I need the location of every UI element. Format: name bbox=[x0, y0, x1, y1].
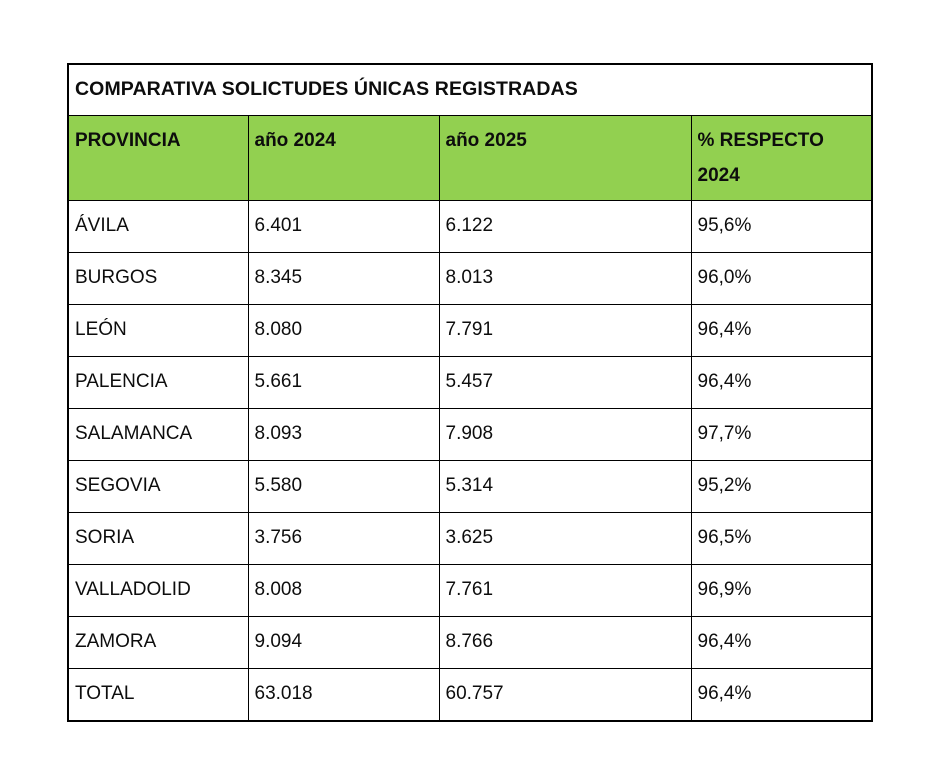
cell-provincia: SALAMANCA bbox=[67, 408, 249, 461]
cell-provincia: SORIA bbox=[67, 512, 249, 565]
cell-pct: 95,2% bbox=[690, 460, 873, 513]
comparativa-table: COMPARATIVA SOLICTUDES ÚNICAS REGISTRADA… bbox=[67, 63, 873, 722]
cell-pct: 96,4% bbox=[690, 304, 873, 357]
table-row-leon: LEÓN 8.080 7.791 96,4% bbox=[67, 304, 873, 357]
table-row-zamora: ZAMORA 9.094 8.766 96,4% bbox=[67, 616, 873, 669]
table-row-valladolid: VALLADOLID 8.008 7.761 96,9% bbox=[67, 564, 873, 617]
column-header-ano-2025: año 2025 bbox=[438, 115, 692, 201]
column-header-ano-2024: año 2024 bbox=[247, 115, 440, 201]
cell-ano-2024: 5.661 bbox=[247, 356, 440, 409]
cell-ano-2024: 3.756 bbox=[247, 512, 440, 565]
cell-provincia: BURGOS bbox=[67, 252, 249, 305]
table-row-salamanca: SALAMANCA 8.093 7.908 97,7% bbox=[67, 408, 873, 461]
cell-ano-2024: 8.008 bbox=[247, 564, 440, 617]
cell-provincia: ÁVILA bbox=[67, 200, 249, 253]
column-header-provincia: PROVINCIA bbox=[67, 115, 249, 201]
cell-pct: 95,6% bbox=[690, 200, 873, 253]
table-row-soria: SORIA 3.756 3.625 96,5% bbox=[67, 512, 873, 565]
cell-pct: 96,0% bbox=[690, 252, 873, 305]
cell-ano-2024: 8.345 bbox=[247, 252, 440, 305]
cell-provincia: SEGOVIA bbox=[67, 460, 249, 513]
cell-ano-2024: 6.401 bbox=[247, 200, 440, 253]
cell-ano-2025: 8.766 bbox=[438, 616, 692, 669]
cell-ano-2025: 7.791 bbox=[438, 304, 692, 357]
cell-provincia: PALENCIA bbox=[67, 356, 249, 409]
cell-provincia: TOTAL bbox=[67, 668, 249, 722]
table-title: COMPARATIVA SOLICTUDES ÚNICAS REGISTRADA… bbox=[67, 63, 873, 116]
cell-ano-2025: 5.314 bbox=[438, 460, 692, 513]
table-header-row: PROVINCIA año 2024 año 2025 % RESPECTO 2… bbox=[67, 115, 873, 201]
cell-ano-2024: 63.018 bbox=[247, 668, 440, 722]
cell-pct: 96,4% bbox=[690, 668, 873, 722]
table-row-avila: ÁVILA 6.401 6.122 95,6% bbox=[67, 200, 873, 253]
table-row-total: TOTAL 63.018 60.757 96,4% bbox=[67, 668, 873, 722]
cell-provincia: ZAMORA bbox=[67, 616, 249, 669]
cell-ano-2025: 60.757 bbox=[438, 668, 692, 722]
cell-provincia: VALLADOLID bbox=[67, 564, 249, 617]
cell-pct: 97,7% bbox=[690, 408, 873, 461]
cell-pct: 96,5% bbox=[690, 512, 873, 565]
cell-pct: 96,9% bbox=[690, 564, 873, 617]
cell-ano-2025: 8.013 bbox=[438, 252, 692, 305]
cell-ano-2025: 6.122 bbox=[438, 200, 692, 253]
cell-ano-2024: 5.580 bbox=[247, 460, 440, 513]
cell-provincia: LEÓN bbox=[67, 304, 249, 357]
table-title-row: COMPARATIVA SOLICTUDES ÚNICAS REGISTRADA… bbox=[67, 63, 873, 116]
column-header-pct-respecto-2024: % RESPECTO 2024 bbox=[690, 115, 873, 201]
cell-ano-2024: 8.080 bbox=[247, 304, 440, 357]
table-row-burgos: BURGOS 8.345 8.013 96,0% bbox=[67, 252, 873, 305]
cell-pct: 96,4% bbox=[690, 356, 873, 409]
cell-pct: 96,4% bbox=[690, 616, 873, 669]
cell-ano-2025: 7.761 bbox=[438, 564, 692, 617]
cell-ano-2025: 5.457 bbox=[438, 356, 692, 409]
cell-ano-2024: 8.093 bbox=[247, 408, 440, 461]
cell-ano-2024: 9.094 bbox=[247, 616, 440, 669]
table-row-segovia: SEGOVIA 5.580 5.314 95,2% bbox=[67, 460, 873, 513]
cell-ano-2025: 7.908 bbox=[438, 408, 692, 461]
cell-ano-2025: 3.625 bbox=[438, 512, 692, 565]
table-row-palencia: PALENCIA 5.661 5.457 96,4% bbox=[67, 356, 873, 409]
